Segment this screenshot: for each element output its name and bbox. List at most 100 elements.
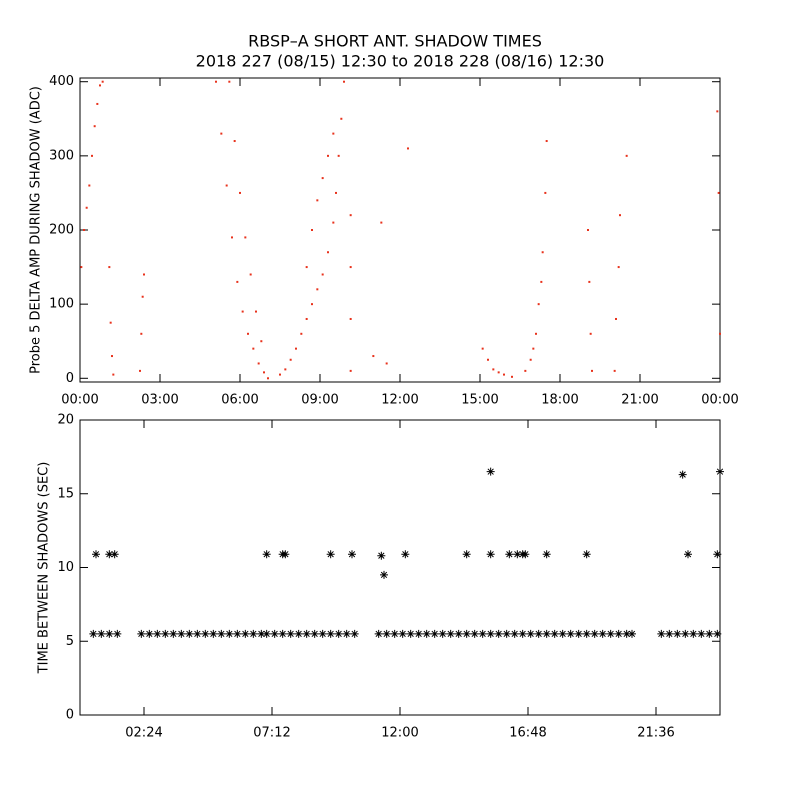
y-tick-label: 300 (49, 148, 74, 163)
point (316, 199, 319, 202)
point (377, 551, 386, 560)
point (545, 140, 548, 143)
point (110, 550, 119, 559)
point (257, 362, 260, 365)
point (470, 629, 479, 638)
point (105, 550, 114, 559)
point (598, 629, 607, 638)
x-tick-label: 00:00 (61, 393, 98, 408)
point (382, 629, 391, 638)
point (628, 629, 636, 638)
point (294, 629, 303, 638)
point (145, 629, 154, 638)
point (719, 332, 721, 335)
point (591, 369, 593, 372)
point (625, 154, 628, 157)
y-tick-label: 0 (66, 371, 74, 386)
y-axis-label: TIME BETWEEN SHADOWS (SEC) (37, 462, 52, 675)
point (316, 288, 319, 291)
point (380, 221, 383, 224)
point (255, 310, 257, 313)
y-tick-label: 200 (49, 223, 74, 238)
x-tick-label: 00:00 (701, 393, 738, 408)
point (438, 629, 447, 638)
point (88, 184, 91, 187)
point (398, 629, 407, 638)
point (278, 629, 287, 638)
point (239, 191, 241, 194)
point (390, 629, 399, 638)
point (587, 229, 589, 231)
point (566, 629, 575, 638)
point (326, 550, 335, 559)
point (614, 629, 623, 638)
point (112, 373, 115, 376)
point (97, 629, 106, 638)
point (494, 629, 503, 638)
point (385, 362, 388, 365)
point (139, 369, 141, 372)
y-tick-label: 400 (49, 74, 74, 89)
point (505, 550, 514, 559)
point (143, 273, 145, 276)
point (713, 550, 722, 559)
x-tick-label: 15:00 (461, 393, 498, 408)
point (414, 629, 423, 638)
point (262, 629, 271, 638)
point (337, 154, 340, 157)
point (92, 550, 100, 559)
point (537, 303, 540, 306)
point (534, 629, 543, 638)
point (99, 84, 101, 87)
point (310, 629, 319, 638)
point (233, 629, 242, 638)
point (284, 368, 287, 371)
point (332, 132, 335, 135)
point (343, 80, 345, 83)
point (487, 358, 489, 361)
point (401, 550, 410, 559)
point (510, 629, 519, 638)
point (201, 629, 210, 638)
point (558, 629, 567, 638)
point (217, 629, 226, 638)
point (349, 369, 352, 372)
point (486, 550, 495, 559)
point (260, 340, 263, 343)
point (526, 629, 535, 638)
point (209, 629, 218, 638)
point (615, 317, 617, 320)
x-tick-label: 21:36 (637, 726, 674, 741)
point (247, 332, 249, 335)
point (582, 550, 591, 559)
point (185, 629, 194, 638)
point (681, 629, 690, 638)
point (622, 629, 631, 638)
point (430, 629, 439, 638)
point (236, 280, 239, 283)
point (497, 371, 500, 374)
point (589, 332, 592, 335)
point (318, 629, 327, 638)
point (481, 347, 484, 350)
point (270, 629, 279, 638)
point (422, 629, 431, 638)
point (89, 629, 98, 638)
point (521, 550, 530, 559)
point (349, 317, 352, 320)
x-tick-label: 06:00 (221, 393, 258, 408)
point (374, 629, 383, 638)
point (349, 214, 352, 217)
point (550, 629, 559, 638)
point (137, 629, 146, 638)
point (454, 629, 463, 638)
point (225, 184, 228, 187)
point (689, 629, 698, 638)
point (193, 629, 202, 638)
point (279, 373, 281, 376)
point (305, 266, 308, 269)
point (503, 373, 505, 376)
point (335, 191, 337, 194)
point (673, 629, 682, 638)
